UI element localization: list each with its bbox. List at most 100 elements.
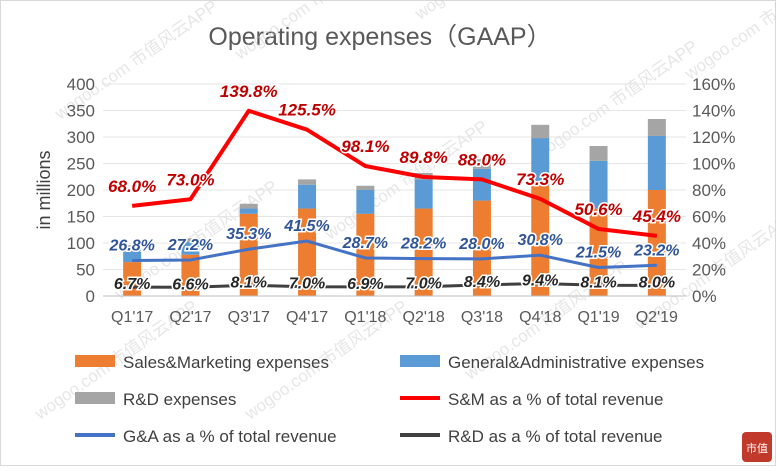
y2-tick-label: 100% — [692, 155, 735, 174]
data-label: 23.2% — [633, 242, 679, 259]
x-tick-label: Q4'17 — [286, 309, 328, 326]
bar-segment — [123, 248, 142, 263]
y-tick-label: 150 — [67, 208, 95, 227]
x-tick-label: Q2'19 — [636, 309, 678, 326]
data-label: 6.9% — [347, 276, 383, 293]
data-label: 89.8% — [400, 148, 448, 167]
logo-stamp: 市值 — [742, 432, 772, 462]
legend-label: Sales&Marketing expenses — [123, 353, 329, 372]
x-tick-label: Q4'18 — [519, 309, 561, 326]
bar-segment — [356, 190, 375, 214]
bar-segment — [239, 208, 258, 214]
legend-label: S&M as a % of total revenue — [448, 390, 663, 409]
bar-segment — [472, 159, 491, 169]
bar-segment — [181, 238, 200, 242]
bar-segment — [414, 208, 433, 296]
bar-segment — [647, 190, 666, 296]
data-label: 28.0% — [458, 236, 504, 253]
bar-segment — [531, 124, 550, 139]
x-tick-label: Q2'17 — [169, 309, 211, 326]
data-label: 27.2% — [167, 237, 213, 254]
data-label: 45.4% — [632, 207, 681, 226]
data-label: 68.0% — [108, 177, 156, 196]
bar-segment — [472, 168, 491, 201]
legend-label: R&D as a % of total revenue — [448, 427, 663, 446]
data-label: 28.7% — [342, 235, 388, 252]
data-label: 98.1% — [341, 137, 389, 156]
bar-segment — [239, 203, 258, 209]
y2-tick-label: 60% — [692, 208, 726, 227]
data-label: 9.4% — [522, 273, 558, 290]
data-label: 50.6% — [574, 200, 622, 219]
bar-segment — [472, 200, 491, 296]
legend-swatch — [75, 392, 115, 404]
data-label: 73.3% — [516, 170, 564, 189]
data-label: 8.1% — [231, 274, 267, 291]
bar-segment — [356, 213, 375, 296]
y2-tick-label: 40% — [692, 234, 726, 253]
legend-swatch — [75, 355, 115, 367]
data-label: 41.5% — [283, 218, 329, 235]
series-line — [131, 108, 658, 238]
data-label: 6.7% — [114, 276, 150, 293]
y2-tick-label: 140% — [692, 102, 735, 121]
y-tick-label: 350 — [67, 102, 95, 121]
x-tick-label: Q1'18 — [344, 309, 386, 326]
bar-segment — [589, 160, 608, 209]
legend-label: G&A as a % of total revenue — [123, 427, 337, 446]
data-label: 7.0% — [405, 276, 441, 293]
y-tick-label: 200 — [67, 181, 95, 200]
data-label: 139.8% — [220, 82, 278, 101]
legend-label: R&D expenses — [123, 390, 236, 409]
bar-segment — [298, 208, 317, 296]
bar-segment — [414, 179, 433, 209]
bar-segment — [589, 146, 608, 161]
legend-label: General&Administrative expenses — [448, 353, 704, 372]
data-label: 125.5% — [278, 101, 336, 120]
bar-segment — [298, 184, 317, 209]
x-tick-label: Q2'18 — [403, 309, 445, 326]
bar-segment — [531, 138, 550, 186]
y2-tick-label: 80% — [692, 181, 726, 200]
bar-segment — [647, 118, 666, 136]
logo-stamp-box — [742, 432, 772, 462]
y-tick-label: 0 — [86, 287, 95, 306]
series-line — [132, 239, 657, 270]
x-tick-label: Q3'18 — [461, 309, 503, 326]
data-label: 6.6% — [172, 276, 208, 293]
y-axis-title: in millions — [34, 150, 54, 229]
bar-segment — [298, 179, 317, 185]
y2-tick-label: 160% — [692, 75, 735, 94]
bar-segment — [531, 185, 550, 296]
x-tick-label: Q1'17 — [111, 309, 153, 326]
data-label: 21.5% — [575, 245, 621, 262]
bar-segment — [647, 135, 666, 190]
data-label: 35.3% — [226, 226, 271, 243]
bar-segment — [239, 213, 258, 296]
x-tick-label: Q1'19 — [577, 309, 619, 326]
y-tick-label: 100 — [67, 234, 95, 253]
y-tick-label: 250 — [67, 155, 95, 174]
data-label: 88.0% — [458, 150, 506, 169]
data-label: 26.8% — [108, 237, 154, 254]
data-label: 73.0% — [166, 170, 214, 189]
bar-segment — [356, 185, 375, 190]
y2-tick-label: 0% — [692, 287, 717, 306]
legend-swatch — [400, 355, 440, 367]
data-label: 8.4% — [464, 274, 500, 291]
data-label: 8.1% — [580, 274, 616, 291]
data-label: 8.0% — [639, 274, 675, 291]
y-tick-label: 300 — [67, 128, 95, 147]
series-line — [132, 282, 657, 289]
y-tick-label: 50 — [76, 261, 95, 280]
data-label: 30.8% — [518, 232, 563, 249]
data-label: 7.0% — [289, 276, 325, 293]
bar-segment — [181, 241, 200, 255]
y-tick-label: 400 — [67, 75, 95, 94]
chart-title: Operating expenses（GAAP） — [208, 23, 551, 51]
data-label: 28.2% — [400, 236, 446, 253]
y2-tick-label: 20% — [692, 261, 726, 280]
y2-tick-label: 120% — [692, 128, 735, 147]
